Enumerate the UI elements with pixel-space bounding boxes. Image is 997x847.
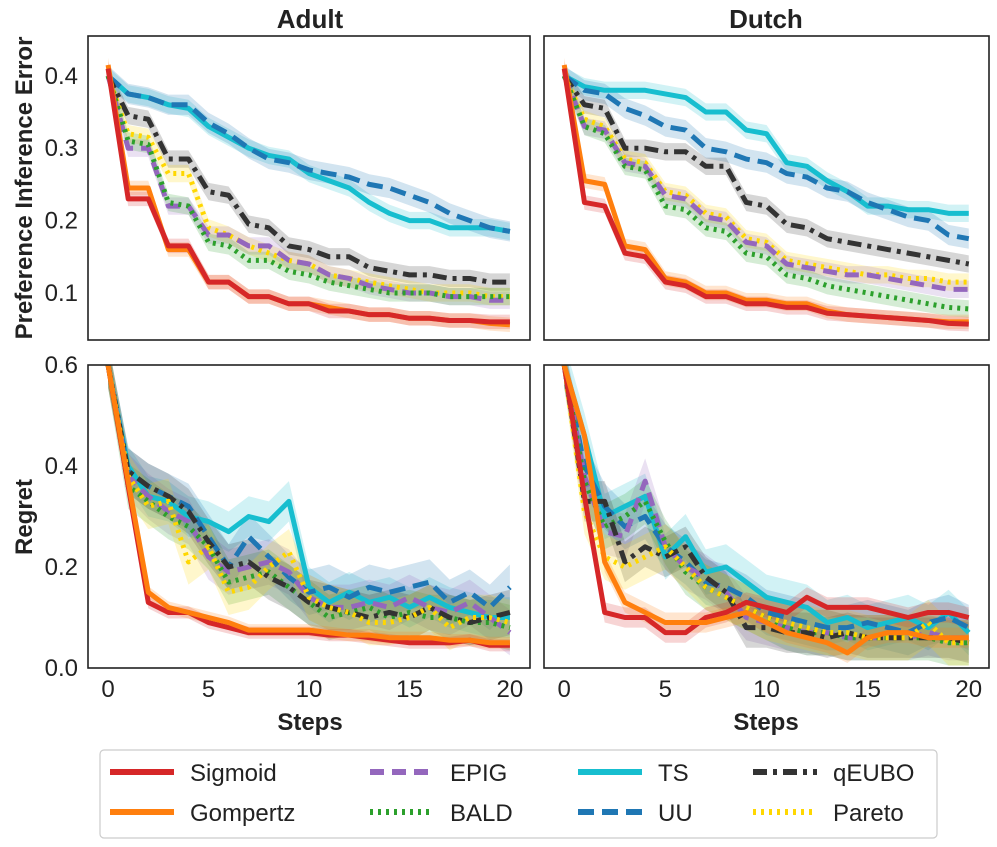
plot-area	[561, 57, 970, 332]
x-tick-label: 10	[753, 676, 780, 703]
y-tick-label: 0.4	[45, 453, 78, 480]
legend-label-ts: TS	[658, 760, 689, 787]
series-ts	[561, 365, 971, 635]
series-gompertz	[105, 365, 510, 646]
series-uu	[106, 73, 511, 234]
band-pareto	[108, 67, 510, 306]
series-qeubo	[105, 365, 511, 626]
legend-label-uu: UU	[658, 800, 693, 827]
band-epig	[564, 365, 969, 661]
y-tick-label: 0.0	[45, 655, 78, 682]
series-pareto	[105, 365, 511, 631]
axes-frame	[87, 35, 531, 341]
band-qeubo	[564, 365, 969, 663]
axes-frame	[543, 364, 990, 669]
plot-area	[105, 57, 511, 333]
band-epig	[108, 67, 510, 309]
band-uu	[564, 65, 969, 249]
series-bald	[561, 74, 969, 312]
x-tick-label: 10	[296, 676, 323, 703]
title-adult: Adult	[277, 4, 344, 34]
panel-adult-regret: 0.0 0.2 0.4 0.6 0 5 10 15 20	[45, 352, 531, 703]
legend-label-gompertz: Gompertz	[190, 800, 295, 827]
x-tick-label: 5	[202, 676, 215, 703]
band-qeubo	[564, 67, 969, 273]
plot-area	[561, 365, 971, 666]
xlabel-steps-left: Steps	[277, 709, 342, 736]
legend: Sigmoid Gompertz EPIG BALD TS UU qEUBO Pareto	[99, 749, 938, 839]
y-tick-label: 0.2	[45, 208, 78, 235]
axes-frame	[543, 35, 990, 341]
x-tick-label: 5	[659, 676, 672, 703]
series-epig	[105, 75, 510, 303]
series-qeubo	[561, 365, 970, 646]
series-gompertz	[561, 365, 969, 656]
series-pareto	[105, 74, 510, 300]
series-pareto	[561, 74, 969, 285]
xlabel-steps-right: Steps	[733, 709, 798, 736]
y-tick-label: 0.3	[45, 135, 78, 162]
ylabel-preference-inference-error: Preference Inference Error	[11, 37, 38, 340]
series-sigmoid	[561, 68, 969, 327]
y-tick-label: 0.4	[45, 63, 78, 90]
series-ts	[563, 73, 969, 216]
legend-label-sigmoid: Sigmoid	[190, 760, 277, 787]
series-ts	[105, 365, 510, 620]
band-bald	[108, 67, 510, 306]
band-gompertz	[564, 365, 969, 663]
series-uu	[105, 365, 512, 610]
x-tick-label: 0	[558, 676, 571, 703]
x-tick-label: 15	[854, 676, 881, 703]
band-epig	[564, 67, 969, 299]
band-ts	[564, 67, 969, 223]
panel-adult-preference-error: 0.1 0.2 0.3 0.4	[45, 35, 531, 341]
x-tick-label: 20	[497, 676, 524, 703]
y-tick-label: 0.2	[45, 554, 78, 581]
legend-label-bald: BALD	[450, 800, 513, 827]
legend-frame	[99, 749, 938, 839]
plot-area	[105, 365, 512, 656]
series-qeubo	[105, 74, 510, 285]
x-tick-label: 20	[955, 676, 982, 703]
series-epig	[105, 365, 512, 635]
panel-dutch-preference-error	[543, 35, 990, 341]
band-uu	[108, 65, 510, 242]
legend-label-qeubo: qEUBO	[833, 760, 914, 787]
series-epig	[561, 74, 969, 292]
y-tick-label: 0.6	[45, 352, 78, 379]
x-tick-label: 15	[396, 676, 423, 703]
legend-label-pareto: Pareto	[833, 800, 904, 827]
x-tick-label: 0	[101, 676, 114, 703]
band-qeubo	[108, 67, 510, 291]
panel-dutch-regret: 0 5 10 15 20	[543, 364, 990, 703]
series-sigmoid	[105, 68, 510, 325]
legend-label-epig: EPIG	[450, 760, 507, 787]
series-uu	[562, 73, 970, 242]
ylabel-regret: Regret	[11, 479, 38, 555]
band-epig	[108, 365, 510, 656]
series-sigmoid	[561, 365, 970, 636]
title-dutch: Dutch	[729, 4, 803, 34]
series-bald	[105, 75, 510, 300]
y-tick-label: 0.1	[45, 280, 78, 307]
series-sigmoid	[105, 365, 510, 648]
axes-frame	[87, 364, 531, 669]
